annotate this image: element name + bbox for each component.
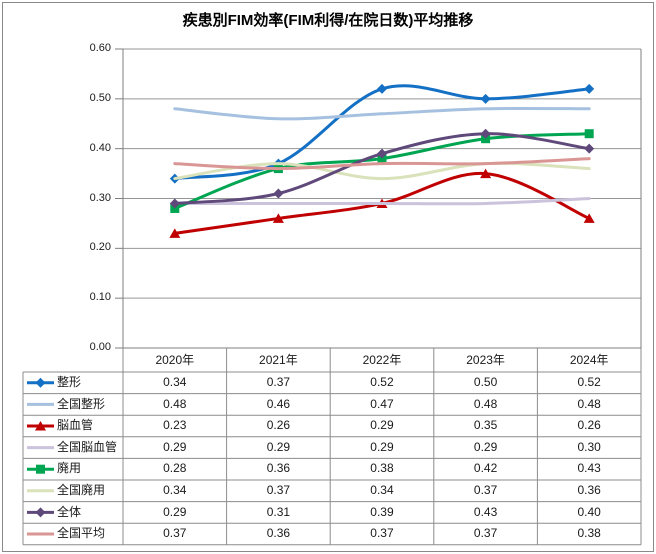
value-cell: 0.40 [577,504,601,519]
series-marker-square [584,129,594,139]
series-marker-diamond [35,377,46,388]
legend-label: 廃用 [57,461,82,476]
series-marker-diamond [480,128,491,139]
legend-label: 全国平均 [57,526,106,541]
series-line [173,157,591,171]
legend-label: 全国整形 [57,396,106,411]
series-line [173,132,591,210]
series-marker-diamond [273,188,284,199]
value-cell: 0.38 [577,526,601,541]
value-cell: 0.37 [266,375,291,389]
series-marker-square [36,464,45,474]
value-cell: 0.37 [370,526,394,541]
value-cell: 0.43 [473,504,498,519]
value-cell: 0.36 [266,526,291,541]
legend-label: 脳血管 [57,418,94,433]
y-axis-label: 0.60 [89,42,111,54]
series-marker-diamond [377,83,387,94]
year-header-cell: 2021年 [259,353,298,367]
series-marker-triangle [583,213,595,223]
value-cell: 0.31 [266,504,291,519]
value-cell: 0.29 [163,439,187,454]
series-line [173,161,591,181]
legend-label: 全体 [57,504,82,519]
value-cell: 0.47 [370,396,394,411]
y-axis-label: 0.20 [89,241,111,254]
value-cell: 0.36 [266,461,291,476]
y-axis-label: 0.00 [89,341,111,353]
y-axis-label: 0.30 [89,191,111,204]
y-axis-label: 0.40 [89,141,111,154]
value-cell: 0.29 [266,439,291,454]
year-header-cell: 2022年 [362,353,402,367]
value-cell: 0.29 [370,418,394,433]
value-cell: 0.28 [163,461,187,476]
value-cell: 0.35 [473,418,498,433]
series-marker-diamond [169,198,180,209]
value-cell: 0.34 [163,483,187,497]
series-marker-diamond [35,507,46,518]
legend-label: 整形 [57,375,82,389]
value-cell: 0.43 [577,461,601,476]
value-cell: 0.37 [266,483,291,497]
value-cell: 0.52 [370,375,394,389]
value-cell: 0.26 [266,418,291,433]
value-cell: 0.46 [266,396,291,411]
value-cell: 0.29 [163,504,187,519]
series-marker-triangle [272,213,284,223]
series-marker-triangle [480,168,492,179]
year-header-cell: 2024年 [569,353,609,367]
y-axis-label: 0.50 [89,91,111,104]
legend-label: 全国廃用 [57,483,106,497]
series-marker-diamond [584,83,595,94]
value-cell: 0.36 [577,483,601,497]
value-cell: 0.48 [163,396,187,411]
year-header-cell: 2020年 [155,353,195,367]
value-cell: 0.38 [370,461,394,476]
series-marker-triangle [35,421,46,431]
value-cell: 0.39 [370,504,394,519]
y-axis-label: 0.10 [89,291,111,304]
legend-label: 全国脳血管 [57,439,118,454]
series-marker-diamond [377,148,387,159]
value-cell: 0.29 [370,439,394,454]
series-marker-diamond [584,143,595,154]
value-cell: 0.26 [577,418,601,433]
series-marker-diamond [480,93,491,104]
value-cell: 0.23 [163,418,187,433]
series-line [173,197,591,206]
value-cell: 0.34 [370,483,394,497]
value-cell: 0.30 [577,439,601,454]
value-cell: 0.48 [577,396,601,411]
value-cell: 0.52 [577,375,601,389]
value-cell: 0.34 [163,375,187,389]
series-line [173,106,591,121]
value-cell: 0.37 [163,526,187,541]
chart-title: 疾患別FIM効率(FIM利得/在院日数)平均推移 [182,12,474,29]
year-header-cell: 2023年 [466,353,505,367]
series-marker-triangle [169,228,181,238]
value-cell: 0.48 [473,396,498,411]
value-cell: 0.42 [473,461,498,476]
value-cell: 0.37 [473,483,498,497]
value-cell: 0.29 [473,439,498,454]
value-cell: 0.37 [473,526,498,541]
value-cell: 0.50 [473,375,498,389]
